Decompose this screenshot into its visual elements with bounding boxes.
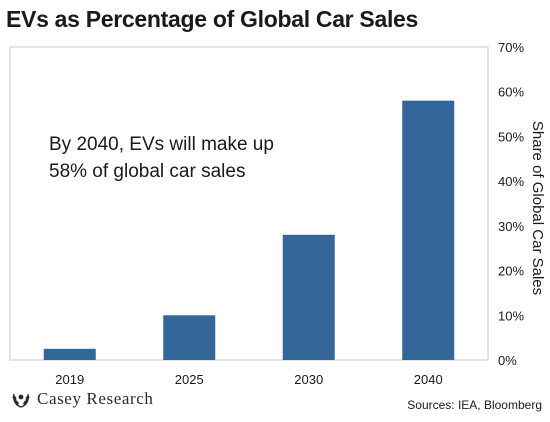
y-axis-label: Share of Global Car Sales: [529, 121, 546, 295]
y-tick-label: 20%: [498, 264, 524, 279]
y-tick-label: 60%: [498, 85, 524, 100]
bar-2030: [282, 234, 335, 360]
plot-frame: [9, 46, 489, 361]
y-tick-label: 10%: [498, 308, 524, 323]
x-tick-label: 2030: [294, 372, 323, 387]
y-tick-label: 0%: [498, 353, 517, 368]
x-tick-label: 2025: [175, 372, 204, 387]
bar-2019: [43, 348, 96, 360]
annotation-line-1: By 2040, EVs will make up: [49, 134, 274, 155]
y-tick-label: 30%: [498, 219, 524, 234]
casey-research-logo: Casey Research: [10, 388, 154, 410]
y-tick-label: 50%: [498, 129, 524, 144]
source-note: Sources: IEA, Bloomberg: [407, 398, 542, 412]
bar-2040: [402, 100, 455, 361]
x-tick-label: 2040: [414, 372, 443, 387]
annotation-line-2: 58% of global car sales: [49, 161, 245, 182]
chart-title: EVs as Percentage of Global Car Sales: [6, 6, 419, 32]
logo-wordmark: Casey Research: [37, 389, 154, 408]
chart-annotation: By 2040, EVs will make up 58% of global …: [49, 134, 279, 182]
y-tick-label: 70%: [498, 40, 524, 55]
bar-2025: [163, 315, 216, 360]
laurel-icon: [12, 393, 30, 408]
x-tick-label: 2019: [55, 372, 84, 387]
y-tick-label: 40%: [498, 174, 524, 189]
